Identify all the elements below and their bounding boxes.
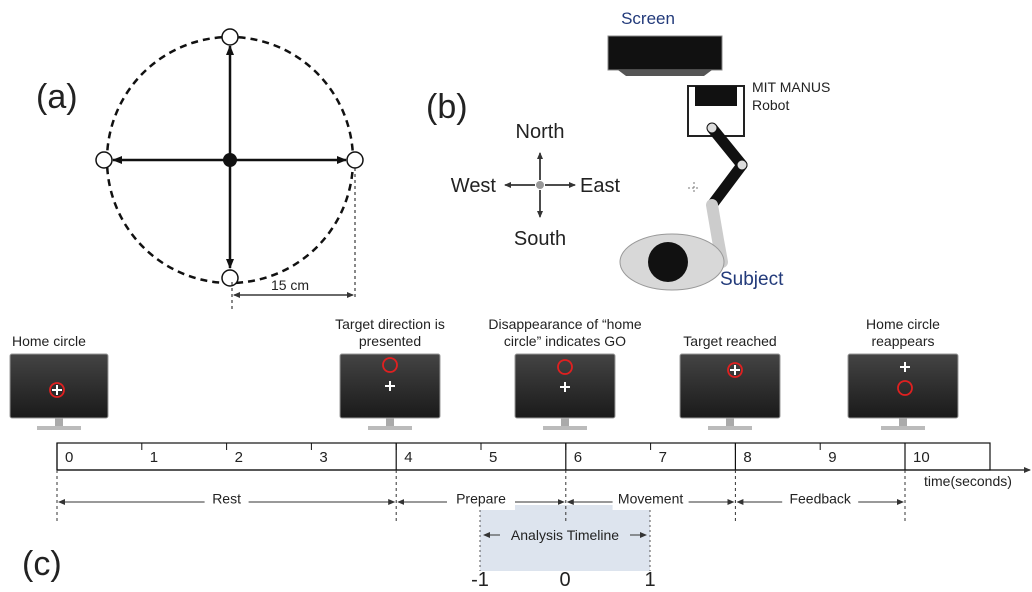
robot-joint: [707, 123, 717, 133]
monitor-stand: [899, 418, 907, 426]
time-tick-label: 8: [743, 449, 751, 466]
event-caption: Target reached: [683, 333, 776, 349]
monitor-stand: [561, 418, 569, 426]
monitor-stand: [55, 418, 63, 426]
event-caption: reappears: [871, 333, 934, 349]
monitor-stand: [726, 418, 734, 426]
time-tick-label: 5: [489, 449, 497, 466]
time-tick-label: 10: [913, 449, 930, 466]
compass-label: South: [514, 228, 566, 250]
compass-label: North: [516, 121, 565, 143]
time-tick-label: 2: [235, 449, 243, 466]
robot-label: MIT MANUS: [752, 79, 830, 95]
panel-label: (c): [22, 545, 62, 583]
phase-label: Movement: [618, 491, 683, 507]
analysis-title: Analysis Timeline: [511, 527, 619, 543]
robot-motor: [695, 86, 737, 106]
monitor-foot: [708, 426, 752, 430]
compass-label: West: [451, 175, 497, 197]
screen: [608, 36, 722, 70]
event-caption: Home circle: [12, 333, 86, 349]
compass-label: East: [580, 175, 620, 197]
monitor-screen: [848, 354, 958, 418]
subject-label: Subject: [720, 269, 784, 290]
monitor: [340, 354, 440, 430]
monitor-screen: [10, 354, 108, 418]
axis-label: time(seconds): [924, 473, 1012, 489]
panel-label: (b): [426, 88, 468, 126]
monitor-foot: [37, 426, 81, 430]
time-tick-label: 9: [828, 449, 836, 466]
panel-label: (a): [36, 78, 78, 116]
target: [222, 29, 238, 45]
event-caption: Disappearance of “home: [488, 316, 642, 332]
event-caption: circle” indicates GO: [504, 333, 626, 349]
target: [96, 152, 112, 168]
time-tick-label: 1: [150, 449, 158, 466]
analysis-tick-label: -1: [471, 569, 489, 591]
event-caption: presented: [359, 333, 421, 349]
timeline-box: [57, 443, 990, 470]
analysis-tick-label: 0: [559, 569, 570, 591]
monitor: [848, 354, 958, 430]
phase-label: Prepare: [456, 491, 506, 507]
robot-joint: [737, 160, 747, 170]
figure: (a) 15 cm (b) Screen MIT MANUS Robot: [0, 0, 1032, 592]
center-dot: [223, 153, 237, 167]
monitor-foot: [543, 426, 587, 430]
time-tick-label: 0: [65, 449, 73, 466]
robot-label: Robot: [752, 97, 789, 113]
monitor: [10, 354, 108, 430]
time-tick-label: 4: [404, 449, 412, 466]
monitor-foot: [368, 426, 412, 430]
target: [347, 152, 363, 168]
phase-label: Rest: [212, 491, 241, 507]
event-caption: Target direction is: [335, 316, 445, 332]
time-tick-label: 3: [319, 449, 327, 466]
event-caption: Home circle: [866, 316, 940, 332]
compass-center: [536, 181, 544, 189]
analysis-tick-label: 1: [644, 569, 655, 591]
monitor-foot: [881, 426, 925, 430]
panel-b: (b) Screen MIT MANUS Robot Subject North…: [426, 9, 830, 290]
subject-head: [648, 242, 688, 282]
phase-label: Feedback: [789, 491, 851, 507]
screen-base: [618, 70, 712, 76]
time-tick-label: 7: [659, 449, 667, 466]
monitor: [680, 354, 780, 430]
panel-a: (a) 15 cm: [36, 29, 363, 312]
target: [222, 270, 238, 286]
time-tick-label: 6: [574, 449, 582, 466]
monitor: [515, 354, 615, 430]
monitor-stand: [386, 418, 394, 426]
screen-label: Screen: [621, 9, 675, 28]
scale-label: 15 cm: [271, 277, 309, 293]
panel-c: (c) time(seconds) Analysis Timeline 0 1 2 3…: [10, 316, 1030, 591]
cursor: [688, 182, 700, 194]
monitor-screen: [680, 354, 780, 418]
